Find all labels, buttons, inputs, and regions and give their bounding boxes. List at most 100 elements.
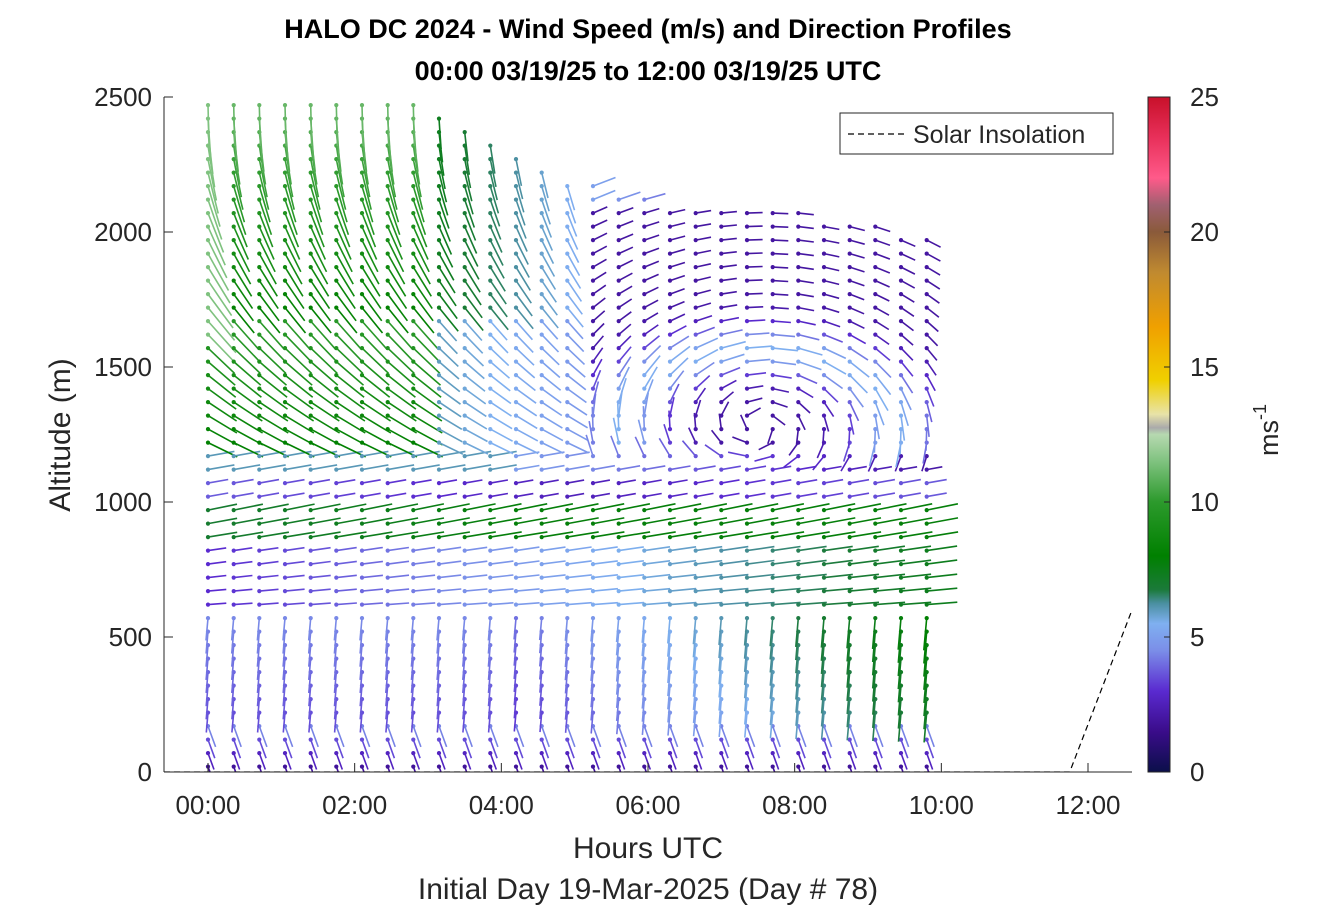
wind-barb [540, 199, 551, 225]
wind-barb [335, 320, 362, 350]
wind-barb [309, 725, 319, 748]
wind-barb [207, 212, 225, 253]
wind-barb-dot [462, 467, 467, 472]
wind-barb [874, 766, 879, 772]
wind-barb-dot [308, 602, 313, 607]
wind-barb-dot [205, 427, 211, 432]
wind-barb-dot [308, 521, 313, 526]
wind-barb [566, 428, 589, 442]
wind-barb-dot [693, 575, 698, 580]
wind-barb-dot [334, 427, 339, 432]
wind-barb-dot [488, 197, 493, 202]
wind-barb-dot [359, 413, 365, 418]
wind-barb [464, 428, 488, 443]
wind-barb-dot [693, 413, 698, 418]
wind-barb [412, 725, 422, 748]
wind-barb-dot [308, 359, 313, 364]
wind-barb [387, 450, 415, 457]
wind-barb [900, 401, 909, 427]
wind-barb [797, 766, 802, 772]
wind-barb-dot [308, 562, 313, 567]
wind-barb-dot [744, 467, 750, 472]
wind-barb-dot [770, 575, 775, 580]
chart-title: HALO DC 2024 - Wind Speed (m/s) and Dire… [284, 14, 1011, 44]
wind-barb-dot [565, 211, 570, 216]
wind-barb [410, 631, 415, 654]
wind-barb-dot [488, 427, 493, 432]
wind-barb [798, 360, 822, 371]
wind-barb-dot [616, 373, 621, 378]
wind-barb-dot [590, 319, 596, 324]
wind-barb-dot [539, 184, 544, 189]
wind-barb [361, 334, 389, 362]
wind-barb [590, 685, 594, 708]
wind-barb-dot [488, 440, 493, 445]
wind-barb-dot [924, 508, 929, 513]
wind-barb [926, 306, 940, 318]
wind-barb [744, 712, 748, 738]
wind-barb [772, 503, 805, 511]
wind-barb-dot [257, 737, 262, 742]
wind-barb-dot [821, 575, 827, 580]
wind-barb [310, 266, 330, 297]
wind-barb [767, 428, 774, 445]
wind-barb [592, 479, 611, 484]
wind-barb [567, 503, 599, 511]
wind-barb-dot [821, 265, 827, 270]
colorbar-label-exponent: -1 [1250, 404, 1270, 420]
wind-barb [539, 658, 543, 680]
wind-barb [361, 766, 365, 772]
wind-barb [823, 415, 830, 432]
wind-barb-dot [436, 346, 442, 351]
wind-barb-dot [667, 278, 673, 283]
wind-barb [284, 725, 294, 748]
wind-barb [798, 601, 827, 606]
wind-barb-dot [590, 400, 596, 405]
wind-barb [310, 602, 331, 606]
wind-barb [412, 158, 422, 198]
wind-barb [644, 517, 676, 525]
wind-barb-dot [539, 494, 544, 499]
wind-barb [669, 739, 678, 759]
wind-barb [823, 465, 842, 471]
wind-barb-dot [847, 508, 852, 513]
wind-barb [284, 307, 307, 334]
wind-barb [643, 752, 652, 770]
colorbar-tick-label: 5 [1190, 622, 1204, 652]
wind-barb [644, 546, 671, 552]
wind-barb-dot [796, 224, 801, 229]
wind-barb-dot [719, 319, 724, 324]
wind-barb [384, 631, 389, 654]
wind-barb [823, 587, 853, 592]
wind-barb-dot [667, 548, 673, 553]
wind-barb [566, 266, 582, 289]
wind-barb-dot [282, 197, 288, 202]
wind-barb [823, 320, 841, 328]
wind-barb-dot [821, 413, 827, 418]
wind-barb [641, 618, 646, 643]
wind-barb-dot [385, 346, 390, 351]
wind-barb [823, 503, 856, 511]
wind-barb [874, 361, 892, 379]
wind-barb-dot [565, 278, 570, 283]
wind-barb [618, 220, 634, 228]
wind-barb [618, 259, 634, 268]
wind-barb-dot [359, 332, 365, 337]
wind-barb-dot [359, 386, 365, 391]
y-axis-label: Altitude (m) [44, 358, 77, 511]
wind-barb-dot [257, 238, 262, 243]
wind-barb-dot [436, 170, 442, 175]
wind-barb [515, 602, 540, 606]
wind-barb-dot [565, 764, 570, 769]
wind-barb [438, 531, 471, 538]
wind-barb [812, 455, 825, 471]
wind-barb-dot [590, 454, 596, 459]
wind-barb [284, 464, 312, 471]
wind-barb [746, 211, 763, 214]
wind-barb [307, 618, 312, 641]
wind-barb [205, 699, 209, 720]
wind-barb-dot [744, 481, 750, 486]
wind-barb [743, 672, 748, 699]
wind-barb [669, 573, 697, 579]
wind-barb [923, 699, 928, 730]
